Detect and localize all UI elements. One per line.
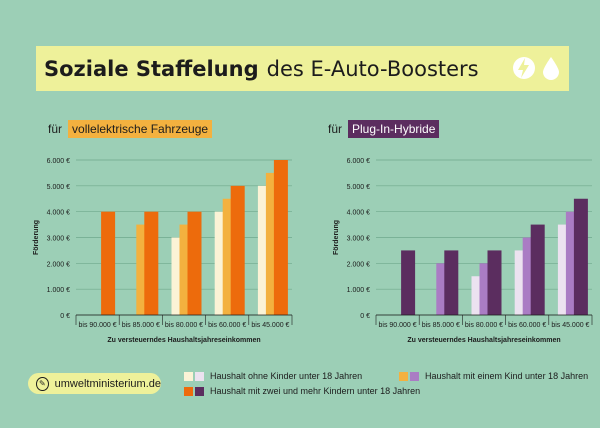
x-tick-label: bis 60.000 € [508, 322, 546, 329]
title-icons [513, 55, 561, 81]
bar-3-3 [187, 211, 202, 315]
bar-3-5 [273, 160, 288, 315]
y-tick-label: 4.000 € [47, 210, 70, 217]
right-prefix: für [328, 122, 343, 136]
legend-item-2: Haushalt mit zwei und mehr Kindern unter… [184, 386, 420, 396]
leaf-icon: ✎ [36, 376, 49, 391]
left-chart-heading: für vollelektrische Fahrzeuge [48, 120, 213, 138]
x-axis-label: Zu versteuerndes Haushaltsjahreseinkomme… [107, 337, 260, 344]
x-tick-label: bis 85.000 € [422, 322, 460, 329]
left-subtitle: vollelektrische Fahrzeuge [68, 120, 213, 138]
title-banner: Soziale Staffelung des E-Auto-Boosters [36, 46, 569, 91]
legend-swatch [410, 371, 419, 381]
y-tick-label: 2.000 € [347, 261, 370, 268]
y-tick-label: 6.000 € [47, 158, 70, 165]
bar-3-4 [230, 185, 245, 315]
right-chart-heading: für Plug-In-Hybride [328, 120, 440, 138]
bar-3-3 [487, 250, 502, 315]
x-tick-label: bis 90.000 € [79, 322, 117, 329]
x-tick-label: bis 45.000 € [551, 322, 589, 329]
lightning-icon [513, 57, 535, 79]
right-subtitle: Plug-In-Hybride [348, 120, 440, 138]
x-tick-label: bis 80.000 € [165, 322, 203, 329]
legend-item-1: Haushalt mit einem Kind unter 18 Jahren [399, 371, 588, 381]
x-tick-label: bis 45.000 € [251, 322, 289, 329]
legend-swatch [399, 371, 408, 381]
chart-vollelektrisch: 0 € 1.000 € 2.000 € 3.000 € 4.000 € 5.000 € 6.… [33, 158, 293, 344]
legend-label: Haushalt mit zwei und mehr Kindern unter… [210, 386, 421, 396]
y-tick-label: 3.000 € [347, 236, 370, 243]
legend-swatch [195, 371, 204, 381]
chart-plugin-hybride: 0 € 1.000 € 2.000 € 3.000 € 4.000 € 5.000 € 6.… [333, 158, 593, 344]
x-tick-label: bis 90.000 € [379, 322, 417, 329]
y-tick-label: 1.000 € [347, 287, 370, 294]
x-tick-label: bis 85.000 € [122, 322, 160, 329]
y-tick-label: 1.000 € [47, 287, 70, 294]
y-tick-label: 0 € [360, 313, 370, 320]
y-tick-label: 5.000 € [47, 184, 70, 191]
x-axis-label: Zu versteuerndes Haushaltsjahreseinkomme… [407, 337, 560, 344]
legend-item-0: Haushalt ohne Kinder unter 18 Jahren [184, 371, 362, 381]
bar-3-1 [101, 211, 116, 315]
bar-3-5 [573, 198, 588, 315]
legend-swatch [184, 371, 193, 381]
y-tick-label: 4.000 € [347, 210, 370, 217]
footer-url[interactable]: umweltministerium.de [54, 377, 161, 390]
y-axis-label: Förderung [333, 220, 340, 255]
y-tick-label: 3.000 € [47, 236, 70, 243]
y-axis-label: Förderung [33, 220, 40, 255]
bar-3-1 [401, 250, 416, 315]
left-prefix: für [48, 122, 63, 136]
y-tick-label: 6.000 € [347, 158, 370, 165]
bar-3-2 [444, 250, 459, 315]
y-tick-label: 0 € [60, 313, 70, 320]
bar-3-2 [144, 211, 159, 315]
legend-swatch [195, 386, 204, 396]
legend-swatch [184, 386, 193, 396]
title-rest: des E-Auto-Boosters [266, 56, 479, 81]
y-tick-label: 5.000 € [347, 184, 370, 191]
legend-label: Haushalt ohne Kinder unter 18 Jahren [210, 371, 363, 381]
footer-pill[interactable]: ✎ umweltministerium.de [28, 373, 161, 394]
drop-icon [543, 57, 559, 80]
bar-3-4 [530, 224, 545, 315]
x-tick-label: bis 80.000 € [465, 322, 503, 329]
y-tick-label: 2.000 € [47, 261, 70, 268]
title-bold: Soziale Staffelung [44, 56, 259, 81]
x-tick-label: bis 60.000 € [208, 322, 246, 329]
legend-label: Haushalt mit einem Kind unter 18 Jahren [425, 371, 589, 381]
